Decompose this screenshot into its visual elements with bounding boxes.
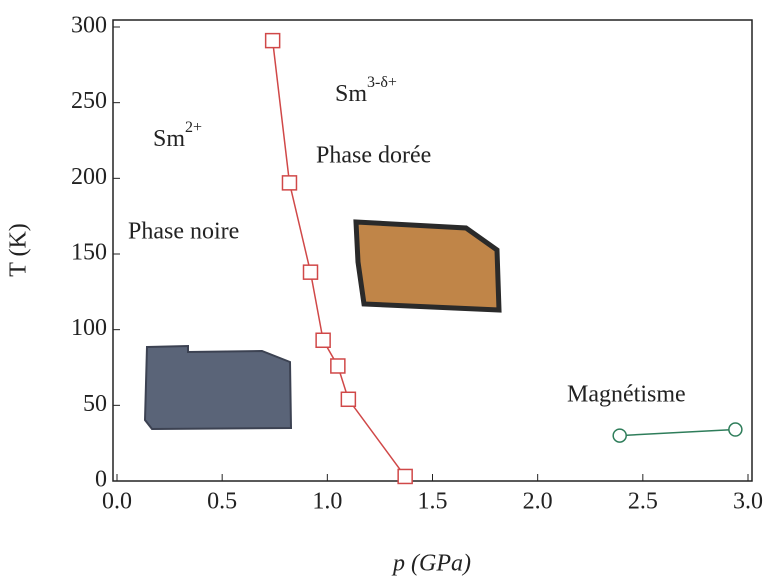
marker <box>330 358 346 374</box>
marker <box>281 175 298 191</box>
marker <box>728 422 743 437</box>
marker <box>264 32 281 49</box>
y-tick-label: 150 <box>71 240 107 266</box>
x-tick-label: 2.5 <box>628 489 658 515</box>
annotation: Sm3-δ+ <box>335 74 397 107</box>
marker <box>397 468 413 485</box>
x-axis-label: p (GPa) <box>391 551 471 577</box>
y-tick-label: 50 <box>83 391 107 417</box>
x-tick-label: 3.0 <box>733 489 763 515</box>
annotation: Phase dorée <box>316 143 431 169</box>
marker <box>302 264 319 280</box>
x-tick-label: 2.0 <box>523 489 553 515</box>
y-tick-label: 200 <box>71 164 107 190</box>
annotation: Phase noire <box>128 219 239 245</box>
black-phase-sample <box>143 344 293 431</box>
annotation: Sm2+ <box>153 119 202 152</box>
y-tick-label: 300 <box>71 13 107 39</box>
series-line <box>619 428 736 437</box>
y-axis-label: T (K) <box>6 223 32 277</box>
y-tick-label: 0 <box>95 467 107 493</box>
golden-phase-sample <box>353 219 502 313</box>
x-tick-label: 0.0 <box>102 489 132 515</box>
x-tick-label: 1.5 <box>418 489 448 515</box>
x-tick-label: 0.5 <box>207 489 237 515</box>
y-tick-label: 100 <box>71 315 107 341</box>
marker <box>315 332 331 349</box>
annotation: Magnétisme <box>567 382 686 408</box>
x-tick-label: 1.0 <box>312 489 342 515</box>
marker <box>612 428 627 443</box>
marker <box>340 391 357 408</box>
y-tick-label: 250 <box>71 88 107 114</box>
